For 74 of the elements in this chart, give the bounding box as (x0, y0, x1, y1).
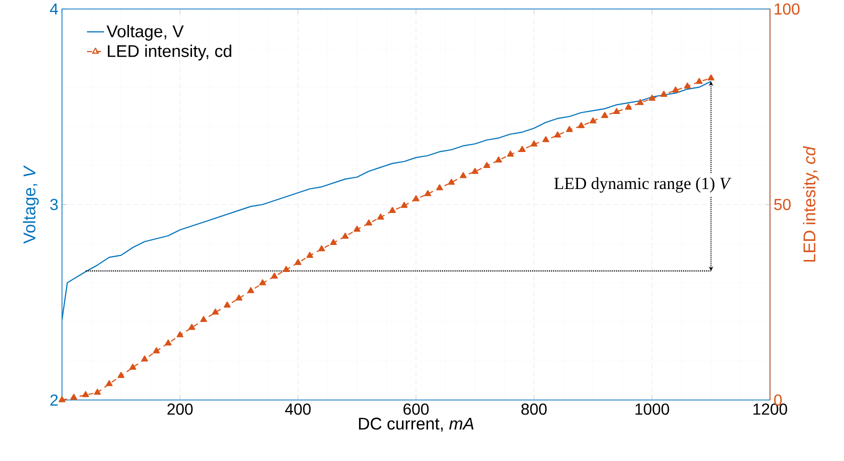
y2-tick-label: 0 (774, 394, 782, 406)
x-tick-label: 1200 (754, 404, 788, 415)
point (530, 140, 538, 146)
point (625, 104, 632, 110)
y2-axis-title: LED intesity, cd (802, 146, 819, 262)
legend-label: Voltage, V (106, 24, 184, 41)
point (58, 396, 66, 402)
point (613, 108, 620, 114)
point (672, 86, 680, 93)
point (542, 136, 550, 142)
point (506, 150, 514, 157)
point (164, 339, 172, 346)
y2-tick-label: 50 (774, 198, 791, 210)
point (224, 302, 231, 308)
point (554, 131, 562, 138)
point (152, 347, 160, 354)
point (236, 294, 242, 301)
annotation: LED dynamic range (1) V (554, 177, 732, 193)
point (342, 232, 349, 239)
point (141, 355, 148, 362)
point (82, 391, 90, 398)
point (648, 94, 656, 101)
point (483, 162, 490, 168)
point (708, 74, 714, 80)
legend-label: LED intensity, cd (108, 44, 232, 60)
point (460, 172, 467, 178)
x-tick-label: 400 (285, 404, 311, 415)
point (424, 190, 432, 196)
point (518, 146, 526, 152)
x-tick-label: 200 (168, 404, 193, 415)
point (129, 364, 136, 370)
point (412, 195, 420, 202)
point (94, 388, 101, 395)
point (578, 122, 585, 128)
point (318, 245, 326, 252)
point (436, 184, 444, 190)
point (566, 126, 573, 132)
y-tick-label: 2 (50, 394, 58, 406)
x-tick-label: 800 (521, 404, 547, 415)
x-tick-label: 1000 (635, 404, 670, 415)
point (590, 117, 596, 124)
point (106, 380, 113, 386)
point (247, 287, 254, 294)
point (354, 226, 360, 232)
x-tick-label: 600 (404, 404, 429, 415)
x-axis-title: DC current, mA (359, 418, 474, 432)
point (270, 272, 278, 279)
point (684, 82, 691, 89)
point (176, 331, 184, 338)
point (660, 90, 668, 97)
point (212, 308, 219, 315)
point (200, 316, 208, 322)
point (472, 168, 478, 174)
y-tick-label: 3 (50, 198, 58, 210)
point (259, 279, 266, 286)
y-axis-title: Voltage, V (22, 165, 39, 244)
point (282, 266, 290, 272)
point (306, 252, 314, 258)
point (495, 156, 502, 163)
point (294, 258, 302, 265)
point (601, 112, 608, 118)
y-tick-label: 4 (50, 4, 58, 14)
point (388, 206, 396, 213)
point (448, 178, 455, 185)
point (188, 324, 196, 330)
point (330, 238, 337, 246)
point (365, 219, 372, 226)
y2-tick-label: 100 (774, 3, 800, 15)
point (118, 372, 124, 378)
point (636, 98, 644, 106)
point (377, 214, 384, 220)
point (70, 394, 78, 400)
point (400, 202, 408, 208)
point (696, 78, 703, 84)
